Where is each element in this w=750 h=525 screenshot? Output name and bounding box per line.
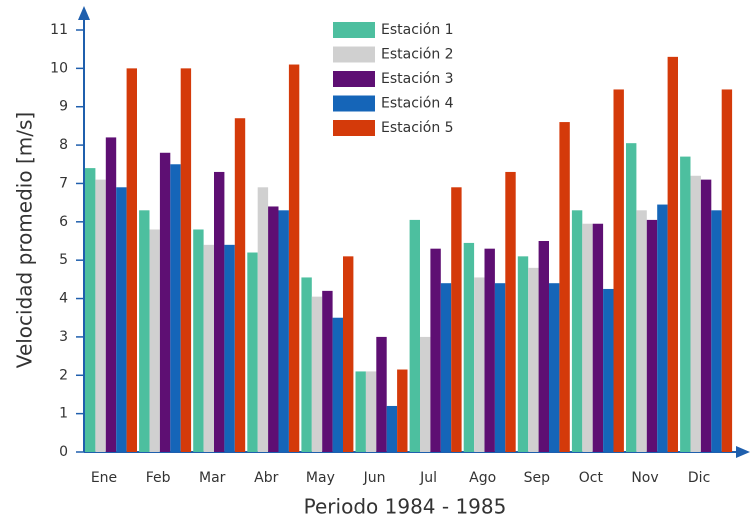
- x-tick-label: Sep: [524, 470, 551, 486]
- bar: [376, 336, 387, 452]
- bar: [343, 256, 354, 452]
- bar: [386, 405, 398, 452]
- bar: [711, 210, 722, 452]
- bar: [257, 187, 269, 453]
- x-tick-label: Jun: [363, 470, 386, 486]
- bar: [301, 277, 312, 452]
- x-tick-label: Jul: [419, 470, 437, 486]
- bar: [332, 317, 343, 452]
- bar: [311, 296, 323, 452]
- bar: [278, 210, 289, 452]
- legend-swatch: [333, 22, 375, 38]
- y-tick-label: 8: [59, 137, 68, 153]
- bar: [582, 223, 593, 452]
- bar: [690, 175, 701, 453]
- bar: [626, 143, 637, 452]
- x-tick-label: May: [306, 470, 335, 486]
- bar: [85, 168, 96, 453]
- y-tick-label: 2: [59, 367, 68, 383]
- bar: [505, 171, 516, 453]
- y-tick-label: 7: [59, 175, 68, 191]
- bar: [538, 241, 549, 452]
- bar: [680, 156, 691, 452]
- bar: [494, 283, 506, 452]
- bar: [268, 206, 279, 452]
- y-tick-label: 10: [50, 60, 68, 76]
- bar: [420, 336, 431, 452]
- legend-swatch: [333, 120, 375, 136]
- bar: [430, 248, 441, 452]
- bar: [603, 288, 614, 452]
- bar: [613, 89, 624, 453]
- bar: [451, 187, 462, 453]
- bar: [484, 248, 495, 452]
- x-tick-label: Abr: [254, 470, 278, 486]
- bar: [95, 179, 106, 453]
- bar: [721, 89, 733, 453]
- bar: [247, 252, 258, 452]
- x-axis-label: Periodo 1984 - 1985: [304, 495, 507, 519]
- bar: [646, 219, 658, 452]
- y-tick-label: 4: [59, 291, 68, 307]
- x-tick-label: Oct: [579, 470, 604, 486]
- y-tick-label: 5: [59, 252, 68, 268]
- y-tick-label: 0: [59, 444, 68, 460]
- bar: [397, 369, 408, 452]
- x-tick-label: Ago: [469, 470, 496, 486]
- bar: [214, 171, 225, 453]
- y-tick-label: 1: [59, 406, 68, 422]
- bar: [559, 122, 570, 452]
- y-tick-label: 6: [59, 214, 68, 230]
- bar: [657, 204, 668, 452]
- bar: [409, 219, 420, 452]
- bar: [365, 371, 377, 452]
- bar: [193, 229, 204, 452]
- legend-swatch: [333, 71, 375, 87]
- x-tick-label: Feb: [146, 470, 171, 486]
- x-tick-label: Ene: [91, 470, 117, 486]
- legend-label: Estación 2: [381, 47, 454, 63]
- bar: [463, 242, 475, 452]
- bar: [322, 290, 333, 452]
- bar: [517, 256, 529, 452]
- x-tick-label: Dic: [688, 470, 710, 486]
- bar: [170, 164, 181, 453]
- x-tick-label: Mar: [199, 470, 226, 486]
- bar: [667, 56, 678, 452]
- bar: [571, 210, 583, 452]
- x-axis-arrow: [736, 446, 750, 458]
- bar: [224, 244, 235, 452]
- legend-swatch: [333, 46, 375, 63]
- bar: [203, 244, 214, 452]
- bar: [159, 152, 171, 452]
- bar: [549, 283, 560, 452]
- bar: [528, 267, 539, 452]
- bar: [355, 371, 366, 452]
- legend-label: Estación 3: [381, 71, 454, 87]
- bar: [592, 223, 604, 452]
- y-axis-arrow: [78, 6, 90, 20]
- bar: [105, 137, 117, 452]
- bar: [700, 179, 712, 453]
- bar: [288, 64, 300, 452]
- bar: [139, 210, 150, 452]
- bar: [180, 68, 192, 452]
- legend-label: Estación 4: [381, 96, 454, 112]
- legend-label: Estación 1: [381, 22, 454, 38]
- y-tick-label: 9: [59, 99, 68, 115]
- legend-label: Estación 5: [381, 120, 454, 136]
- y-tick-label: 3: [59, 329, 68, 345]
- bar: [440, 283, 452, 452]
- y-tick-label: 11: [50, 22, 68, 38]
- bar: [474, 277, 485, 452]
- legend-swatch: [333, 95, 375, 112]
- bar: [116, 187, 127, 453]
- x-tick-label: Nov: [631, 470, 658, 486]
- bar: [126, 68, 137, 452]
- bar: [234, 118, 246, 453]
- bar: [636, 210, 647, 452]
- bar: [149, 229, 160, 452]
- y-axis-label: Velocidad promedio [m/s]: [13, 112, 37, 368]
